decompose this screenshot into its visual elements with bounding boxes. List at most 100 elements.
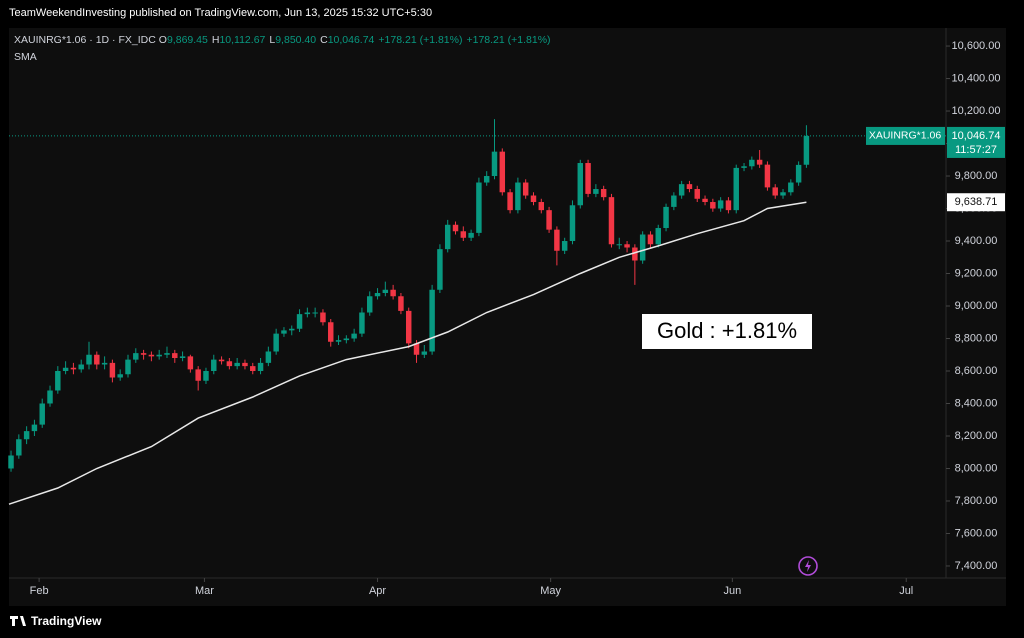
- candle-body: [351, 333, 357, 339]
- candle-body: [179, 356, 186, 358]
- legend-key: C: [320, 34, 328, 46]
- candle-body: [304, 312, 311, 315]
- y-tick-label: 9,200.00: [955, 267, 998, 279]
- candle-body: [109, 362, 116, 378]
- candle-body: [62, 367, 69, 371]
- candle-body: [413, 343, 420, 355]
- y-tick-label: 8,800.00: [955, 332, 998, 344]
- candle-body: [172, 353, 178, 358]
- candle-body: [429, 289, 435, 352]
- candle-body: [491, 151, 498, 177]
- candle-body: [117, 374, 123, 378]
- candle-body: [312, 312, 318, 314]
- candle-body: [289, 328, 295, 331]
- annotation-box: [642, 314, 812, 349]
- candle-body: [663, 206, 669, 229]
- legend-indicator: SMA: [14, 51, 37, 63]
- candle-body: [507, 192, 513, 211]
- candle-body: [749, 159, 755, 167]
- candle-body: [203, 370, 209, 381]
- legend-key: L: [269, 34, 275, 46]
- candle-body: [772, 187, 778, 196]
- candle-body: [647, 234, 654, 245]
- candle-body: [460, 231, 467, 238]
- candle-body: [234, 362, 240, 367]
- candle-body: [530, 195, 537, 203]
- candle-body: [600, 189, 607, 198]
- y-tick-label: 9,800.00: [955, 170, 998, 182]
- candle-body: [70, 367, 77, 370]
- countdown-text: 11:57:27: [955, 144, 997, 156]
- x-tick-label: Jul: [899, 585, 913, 597]
- candle-body: [374, 293, 381, 297]
- y-tick-label: 10,600.00: [952, 40, 1001, 52]
- candle-body: [148, 354, 155, 357]
- candle-body: [405, 310, 412, 344]
- candle-body: [218, 359, 225, 362]
- x-tick-label: May: [540, 585, 561, 597]
- candle-body: [624, 244, 630, 248]
- legend-value: 10,046.74: [328, 34, 375, 46]
- y-tick-label: 7,600.00: [955, 527, 998, 539]
- y-tick-label: 9,400.00: [955, 235, 998, 247]
- sma-line: [8, 201, 807, 505]
- brand: TradingView: [10, 614, 102, 628]
- x-tick-label: Apr: [369, 585, 386, 597]
- candle-body: [608, 197, 615, 245]
- logo: [10, 616, 26, 626]
- candle-body: [359, 312, 365, 334]
- icon-ring: [798, 556, 818, 576]
- candle-body: [164, 353, 170, 355]
- candle-body: [31, 424, 38, 432]
- candle-body: [546, 210, 552, 230]
- candle-body: [476, 182, 482, 233]
- candle-body: [195, 369, 201, 381]
- legend-change: +178.21 (+1.81%): [378, 34, 462, 46]
- chart-panel: [9, 28, 1006, 606]
- legend: XAUINRG*1.06 · 1D · FX_IDC O9,869.45 H10,1…: [14, 34, 551, 46]
- legend-value: 10,112.67: [219, 34, 265, 46]
- candle-body: [8, 455, 14, 469]
- candle-body: [23, 431, 30, 440]
- candle-body: [281, 330, 287, 334]
- candle-body: [273, 333, 279, 352]
- annotation: Gold : +1.81%: [657, 318, 797, 343]
- legend-key: O: [159, 34, 167, 46]
- candle-body: [678, 184, 685, 196]
- candle-body: [226, 361, 233, 367]
- x-tick-label: Mar: [195, 585, 214, 597]
- header: TeamWeekendInvesting published on Tradin…: [9, 7, 432, 19]
- candle-body: [55, 370, 61, 391]
- x-tick-label: Jun: [723, 585, 741, 597]
- candle-body: [803, 135, 810, 165]
- candle-body: [444, 224, 451, 250]
- y-tick-label: 9,000.00: [955, 300, 998, 312]
- candle-body: [686, 184, 693, 190]
- candle-body: [569, 205, 576, 242]
- candle-body: [257, 362, 264, 371]
- candle-body: [561, 241, 568, 251]
- candle-body: [382, 289, 389, 294]
- candle-body: [367, 296, 373, 313]
- candle-body: [242, 362, 248, 367]
- candle-body: [671, 195, 677, 207]
- legend-value: 9,850.40: [275, 34, 316, 46]
- sma-tag-text: 9,638.71: [955, 196, 998, 208]
- y-tick-label: 7,800.00: [955, 495, 998, 507]
- lightning-icon: [798, 556, 818, 576]
- candle-body: [398, 296, 404, 311]
- y-tick-label: 10,400.00: [952, 72, 1001, 84]
- icon-bolt: [805, 560, 811, 572]
- candle-body: [593, 189, 599, 194]
- y-tick-label: 10,200.00: [952, 105, 1001, 117]
- candle-body: [133, 353, 139, 360]
- candle-body: [16, 439, 22, 456]
- candle-body: [795, 164, 802, 183]
- candle-body: [328, 322, 334, 342]
- y-tick-label: 8,000.00: [955, 462, 998, 474]
- candle-body: [265, 351, 272, 363]
- candle-body: [468, 232, 474, 238]
- candle-body: [717, 200, 724, 209]
